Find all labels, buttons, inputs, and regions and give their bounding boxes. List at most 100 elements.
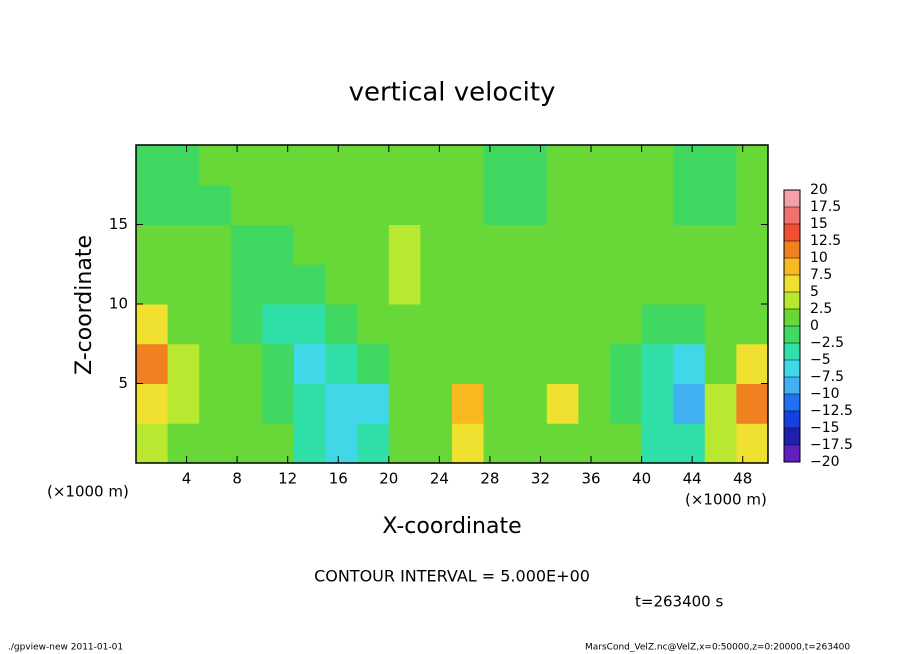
cell bbox=[357, 383, 390, 424]
colorbar-label: 2.5 bbox=[810, 301, 832, 317]
cell bbox=[736, 343, 769, 384]
colorbar-label: −20 bbox=[810, 454, 840, 470]
cell bbox=[641, 383, 674, 424]
cell bbox=[420, 423, 453, 464]
cell bbox=[610, 304, 643, 345]
cell bbox=[136, 304, 169, 345]
x-tick-label: 44 bbox=[683, 470, 702, 488]
cell bbox=[420, 343, 453, 384]
cell bbox=[262, 145, 295, 186]
cell bbox=[736, 423, 769, 464]
colorbar-label: 5 bbox=[810, 284, 819, 300]
cell bbox=[641, 304, 674, 345]
cell bbox=[578, 423, 611, 464]
cell bbox=[136, 343, 169, 384]
colorbar-label: −12.5 bbox=[810, 403, 853, 419]
cell bbox=[167, 145, 200, 186]
cell bbox=[325, 343, 358, 384]
cell bbox=[262, 423, 295, 464]
cell bbox=[388, 423, 421, 464]
cell bbox=[578, 383, 611, 424]
cell bbox=[515, 184, 548, 225]
cell bbox=[294, 184, 327, 225]
cell bbox=[515, 145, 548, 186]
cell bbox=[294, 383, 327, 424]
cell bbox=[673, 383, 706, 424]
cell bbox=[610, 264, 643, 305]
cell bbox=[673, 343, 706, 384]
cell bbox=[704, 383, 737, 424]
cell bbox=[199, 184, 232, 225]
cell bbox=[325, 304, 358, 345]
colorbar-swatch bbox=[784, 343, 800, 360]
colorbar-swatch bbox=[784, 241, 800, 258]
cell bbox=[230, 383, 263, 424]
cell bbox=[483, 264, 516, 305]
colorbar-swatch bbox=[784, 224, 800, 241]
cell bbox=[546, 184, 579, 225]
cell bbox=[357, 224, 390, 265]
cell bbox=[167, 343, 200, 384]
cell bbox=[578, 304, 611, 345]
colorbar-swatch bbox=[784, 275, 800, 292]
colorbar-label: 12.5 bbox=[810, 233, 841, 249]
cell bbox=[641, 224, 674, 265]
footer: ./gpview-new 2011-01-01 bbox=[8, 643, 123, 653]
cell bbox=[199, 423, 232, 464]
cell bbox=[452, 184, 485, 225]
cell bbox=[167, 304, 200, 345]
x-tick-label: 12 bbox=[278, 470, 297, 488]
cell bbox=[546, 145, 579, 186]
cell bbox=[736, 264, 769, 305]
x-unit: (×1000 m) bbox=[685, 491, 767, 509]
colorbar-swatch bbox=[784, 360, 800, 377]
cell bbox=[136, 383, 169, 424]
cell bbox=[294, 264, 327, 305]
cell bbox=[736, 304, 769, 345]
cell bbox=[546, 423, 579, 464]
cell bbox=[704, 304, 737, 345]
cell bbox=[704, 184, 737, 225]
cell bbox=[641, 145, 674, 186]
footer: MarsCond_VelZ.nc@VelZ,x=0:50000,z=0:2000… bbox=[585, 643, 850, 653]
cell bbox=[357, 304, 390, 345]
cell bbox=[420, 264, 453, 305]
cell bbox=[230, 224, 263, 265]
cell bbox=[610, 383, 643, 424]
cell bbox=[483, 343, 516, 384]
cell bbox=[515, 264, 548, 305]
cell bbox=[199, 304, 232, 345]
cell bbox=[641, 423, 674, 464]
colorbar-swatch bbox=[784, 292, 800, 309]
cell bbox=[578, 264, 611, 305]
cell bbox=[483, 224, 516, 265]
cell bbox=[704, 423, 737, 464]
x-tick-label: 20 bbox=[379, 470, 398, 488]
cell bbox=[673, 264, 706, 305]
cell bbox=[452, 343, 485, 384]
colorbar-label: 7.5 bbox=[810, 267, 832, 283]
cell bbox=[262, 184, 295, 225]
cell bbox=[136, 423, 169, 464]
cell bbox=[262, 304, 295, 345]
cell bbox=[294, 224, 327, 265]
colorbar-label: 15 bbox=[810, 216, 828, 232]
cell bbox=[736, 224, 769, 265]
cell bbox=[515, 343, 548, 384]
cell bbox=[136, 145, 169, 186]
cell bbox=[230, 264, 263, 305]
colorbar-label: −5 bbox=[810, 352, 831, 368]
cell bbox=[452, 423, 485, 464]
y-unit: (×1000 m) bbox=[47, 483, 129, 501]
cell bbox=[230, 184, 263, 225]
cell bbox=[325, 423, 358, 464]
cell bbox=[736, 184, 769, 225]
cell bbox=[136, 224, 169, 265]
cell bbox=[483, 145, 516, 186]
colorbar-label: −2.5 bbox=[810, 335, 844, 351]
cell bbox=[325, 224, 358, 265]
cell bbox=[515, 304, 548, 345]
cell bbox=[546, 383, 579, 424]
cell bbox=[452, 224, 485, 265]
cell bbox=[704, 264, 737, 305]
